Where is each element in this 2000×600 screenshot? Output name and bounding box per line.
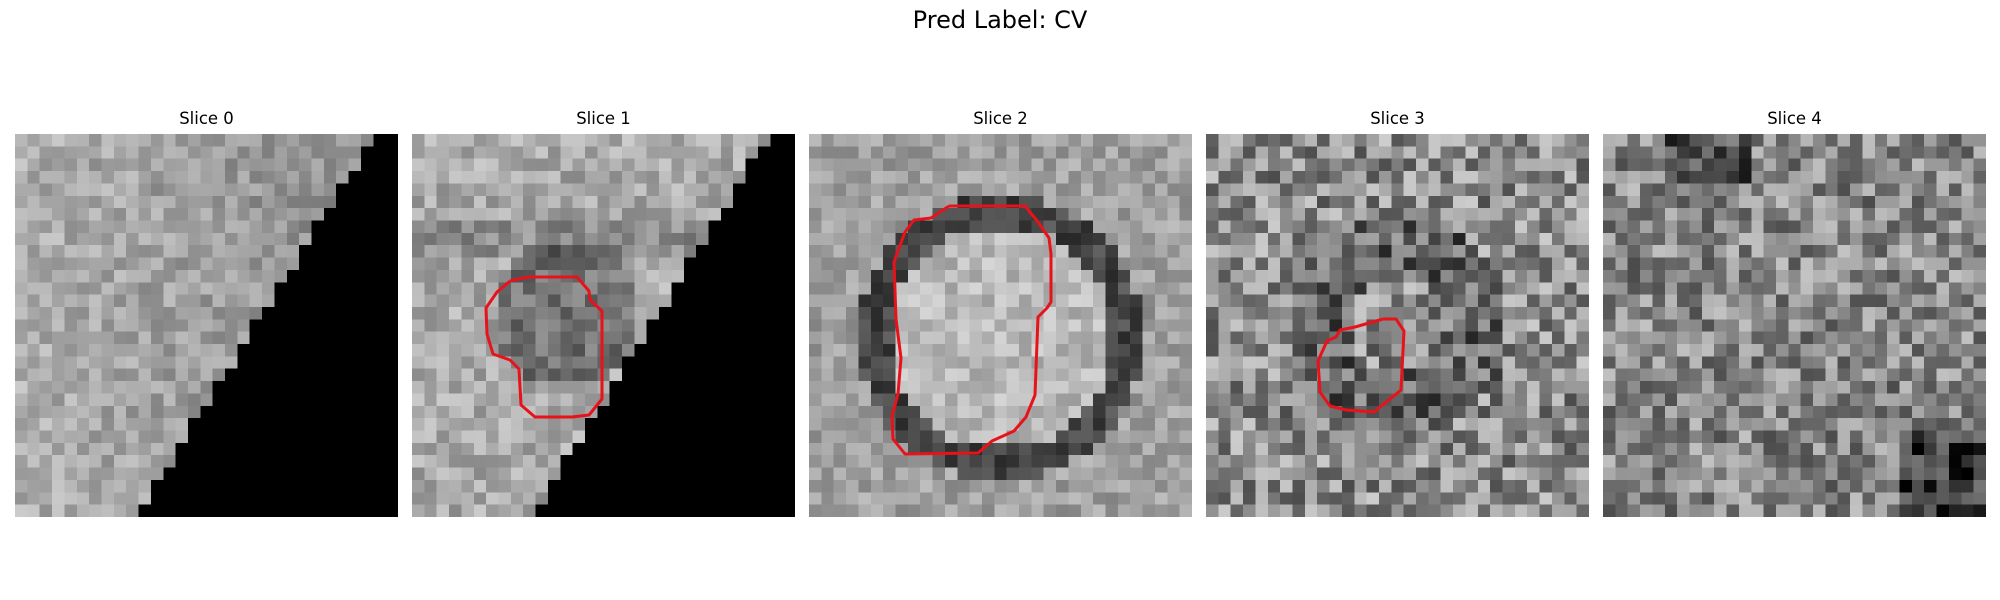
slice-title: Slice 1 [576, 109, 631, 128]
slice-title: Slice 2 [973, 109, 1028, 128]
slice-title: Slice 0 [179, 109, 234, 128]
segmentation-contour [1316, 317, 1406, 414]
slice-panel-0: Slice 0 [15, 108, 398, 517]
slice-title: Slice 4 [1767, 109, 1822, 128]
slice-image [15, 134, 398, 517]
slice-title: Slice 3 [1370, 109, 1425, 128]
figure-title: Pred Label: CV [912, 6, 1088, 34]
slice-panel-1: Slice 1 [412, 108, 795, 517]
slice-image [1206, 134, 1589, 517]
slice-image [809, 134, 1192, 517]
slice-panel-3: Slice 3 [1206, 108, 1589, 517]
slice-panel-2: Slice 2 [809, 108, 1192, 517]
segmentation-contour [484, 275, 604, 419]
slice-panel-4: Slice 4 [1603, 108, 1986, 517]
slice-image [1603, 134, 1986, 517]
segmentation-contour [890, 204, 1053, 456]
